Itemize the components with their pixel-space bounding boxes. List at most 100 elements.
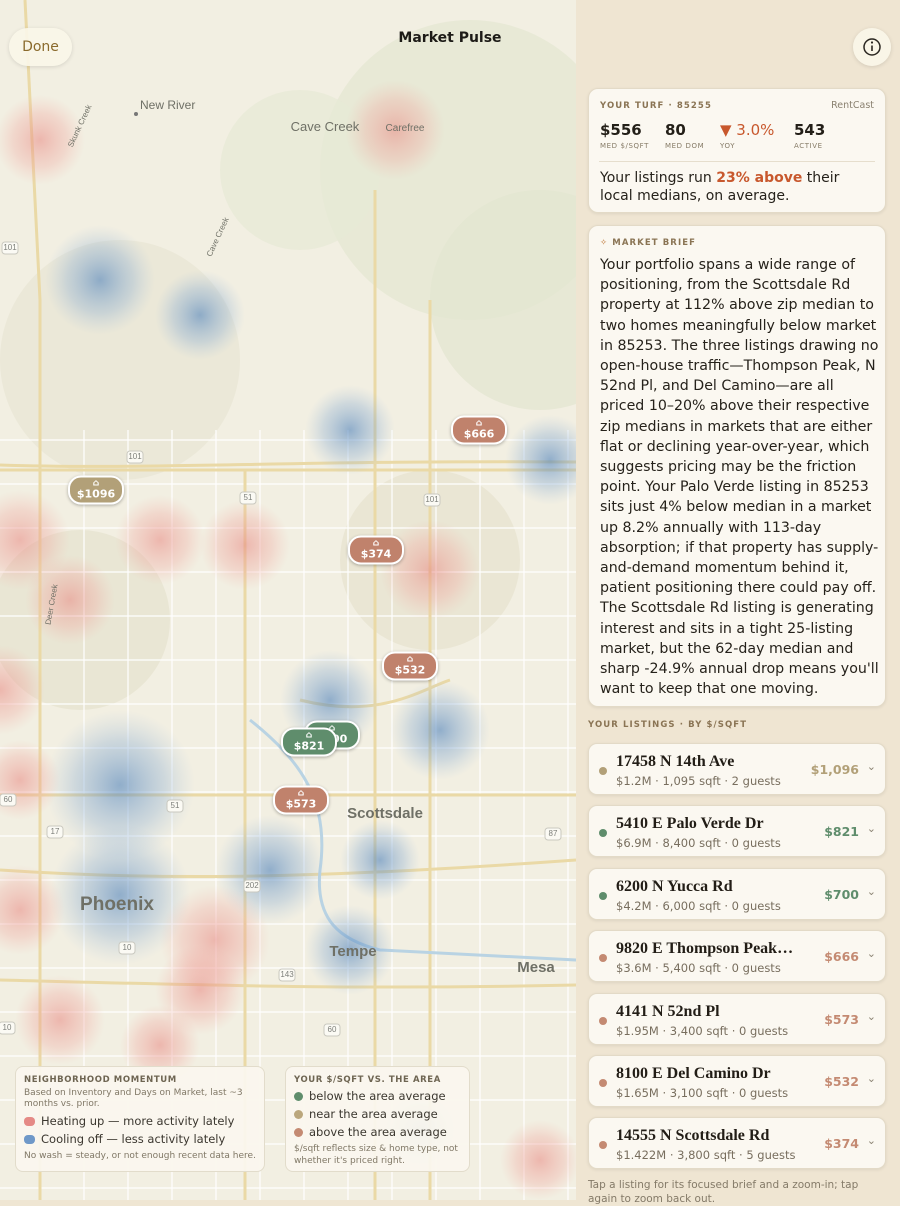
route-shield xyxy=(0,1021,16,1035)
legend-swatch xyxy=(24,1134,35,1144)
heat-blob xyxy=(45,225,155,335)
listing-name: 6200 N Yucca Rd xyxy=(616,877,733,895)
listing-detail: $1.422M · 3,800 sqft · 5 guests xyxy=(616,1148,796,1163)
legend-label: Cooling off — less activity lately xyxy=(41,1132,226,1146)
legend-swatch xyxy=(24,1116,35,1126)
heat-blob xyxy=(505,415,576,505)
listing-row[interactable]: 6200 N Yucca Rd $4.2M · 6,000 sqft · 0 gu… xyxy=(588,867,886,920)
turf-card: YOUR TURF · 85255 RentCast $556 MED $/SQF… xyxy=(588,88,886,213)
status-dot xyxy=(599,1141,607,1150)
route-number: 51 xyxy=(244,493,253,502)
listing-row[interactable]: 4141 N 52nd Pl $1.95M · 3,400 sqft · 0 gu… xyxy=(588,992,886,1045)
chevron: ⌄ xyxy=(866,947,876,961)
route-number: 60 xyxy=(328,1025,337,1034)
listing-price: $1,096 xyxy=(810,762,859,777)
heat-blob xyxy=(390,680,490,780)
pin-icon: ⌂ xyxy=(372,538,380,549)
pin-icon: ⌂ xyxy=(305,730,313,741)
momentum-legend: NEIGHBORHOOD MOMENTUM Based on Inventory… xyxy=(15,1066,265,1172)
chevron: ⌄ xyxy=(866,822,876,836)
legend-item: below the area average xyxy=(294,1088,461,1104)
place-label: Cave Creek xyxy=(205,215,231,258)
legend-item: Cooling off — less activity lately xyxy=(24,1131,256,1147)
legend-label: above the area average xyxy=(309,1125,447,1139)
heat-blob xyxy=(0,95,85,185)
legend-note: $/sqft reflects size & home type, not wh… xyxy=(294,1144,458,1166)
status-dot xyxy=(599,891,607,900)
route-number: 202 xyxy=(245,881,259,890)
terrain-patch xyxy=(430,190,576,410)
listings-footer: Tap a listing for its focused brief and … xyxy=(588,1179,859,1205)
place-label: Cave Creek xyxy=(291,119,360,134)
chevron: ⌄ xyxy=(866,1009,876,1023)
route-shield xyxy=(1,241,19,255)
info-button[interactable] xyxy=(853,28,891,66)
listing-pin[interactable]: ⌂ $821 xyxy=(281,727,337,757)
legend-label: below the area average xyxy=(309,1089,446,1103)
pin-price: $821 xyxy=(293,739,325,753)
pin-price: $666 xyxy=(463,427,495,441)
listing-name: 17458 N 14th Ave xyxy=(616,753,735,770)
legend-title: NEIGHBORHOOD MOMENTUM xyxy=(24,1075,177,1085)
map[interactable]: New River Cave Creek Carefree Scottsdale Pho… xyxy=(0,0,576,1200)
route-number: 10 xyxy=(3,1023,12,1032)
route-shield xyxy=(323,1023,341,1037)
legend-dot xyxy=(294,1091,303,1101)
pin-icon: ⌂ xyxy=(92,478,100,489)
summary-text: Your listings run xyxy=(600,170,717,186)
pin-price: $374 xyxy=(360,547,392,561)
heat-blob xyxy=(345,80,445,180)
legend-label: Heating up — more activity lately xyxy=(41,1114,235,1128)
place-label: Tempe xyxy=(329,943,376,960)
listing-pin[interactable]: ⌂ $573 xyxy=(273,785,329,815)
place-label: Scottsdale xyxy=(347,805,423,822)
heat-blob xyxy=(120,1005,200,1085)
listing-name: 9820 E Thompson Peak… xyxy=(616,940,794,958)
chevron: ⌄ xyxy=(866,884,876,898)
route-number: 10 xyxy=(123,943,132,952)
route-shield xyxy=(423,493,441,507)
highway xyxy=(0,460,576,468)
listing-detail: $1.2M · 1,095 sqft · 2 guests xyxy=(616,774,781,788)
stat-value: 80 xyxy=(665,121,686,139)
route-shield xyxy=(46,825,64,839)
listing-row[interactable]: 17458 N 14th Ave $1.2M · 1,095 sqft · 2 g… xyxy=(588,743,886,795)
done-button[interactable]: Done xyxy=(9,28,72,66)
brief-label: MARKET BRIEF xyxy=(612,238,697,248)
listing-row[interactable]: 14555 N Scottsdale Rd $1.422M · 3,800 sqf… xyxy=(588,1117,886,1170)
route-number: 51 xyxy=(171,801,180,810)
pin-icon: ⌂ xyxy=(475,418,483,429)
listing-detail: $3.6M · 5,400 sqft · 0 guests xyxy=(616,961,781,976)
place-label: Phoenix xyxy=(80,894,154,915)
legend-subtitle: Based on Inventory and Days on Market, l… xyxy=(24,1088,243,1109)
stat-label: YOY xyxy=(720,142,736,150)
listing-pin[interactable]: ⌂ $666 xyxy=(451,415,507,445)
turf-label: YOUR TURF · 85255 xyxy=(600,101,712,111)
listing-row[interactable]: 8100 E Del Camino Dr $1.65M · 3,100 sqft … xyxy=(588,1055,886,1107)
info-icon xyxy=(863,38,881,56)
screen-title: Market Pulse xyxy=(398,30,502,46)
stat-label: MED $/SQFT xyxy=(600,142,650,150)
stat-label: MED DOM xyxy=(665,142,705,150)
pin-icon: ⌂ xyxy=(297,788,305,799)
route-shield xyxy=(0,793,17,807)
heat-blob xyxy=(200,500,290,590)
route-number: 87 xyxy=(549,829,558,838)
legend-item: near the area average xyxy=(294,1106,461,1122)
listing-pin[interactable]: ⌂ $1096 xyxy=(68,475,124,505)
listing-pin[interactable]: ⌂ $374 xyxy=(348,535,404,565)
heat-blob xyxy=(305,905,395,995)
summary-highlight: 23% above xyxy=(716,170,803,186)
listing-pin[interactable]: ⌂ $532 xyxy=(382,651,438,681)
heat-blob xyxy=(500,1120,576,1200)
heat-blob xyxy=(0,645,45,735)
heat-blob xyxy=(305,385,395,475)
sidebar: YOUR TURF · 85255 RentCast $556 MED $/SQF… xyxy=(576,0,900,1205)
route-number: 101 xyxy=(128,452,142,461)
price-legend: YOUR $/SQFT VS. THE AREA below the area … xyxy=(285,1066,470,1172)
listing-row[interactable]: 5410 E Palo Verde Dr $6.9M · 8,400 sqft ·… xyxy=(588,805,886,858)
pin-price: $573 xyxy=(285,797,317,811)
listing-row[interactable]: 9820 E Thompson Peak… $3.6M · 5,400 sqft … xyxy=(588,930,886,983)
